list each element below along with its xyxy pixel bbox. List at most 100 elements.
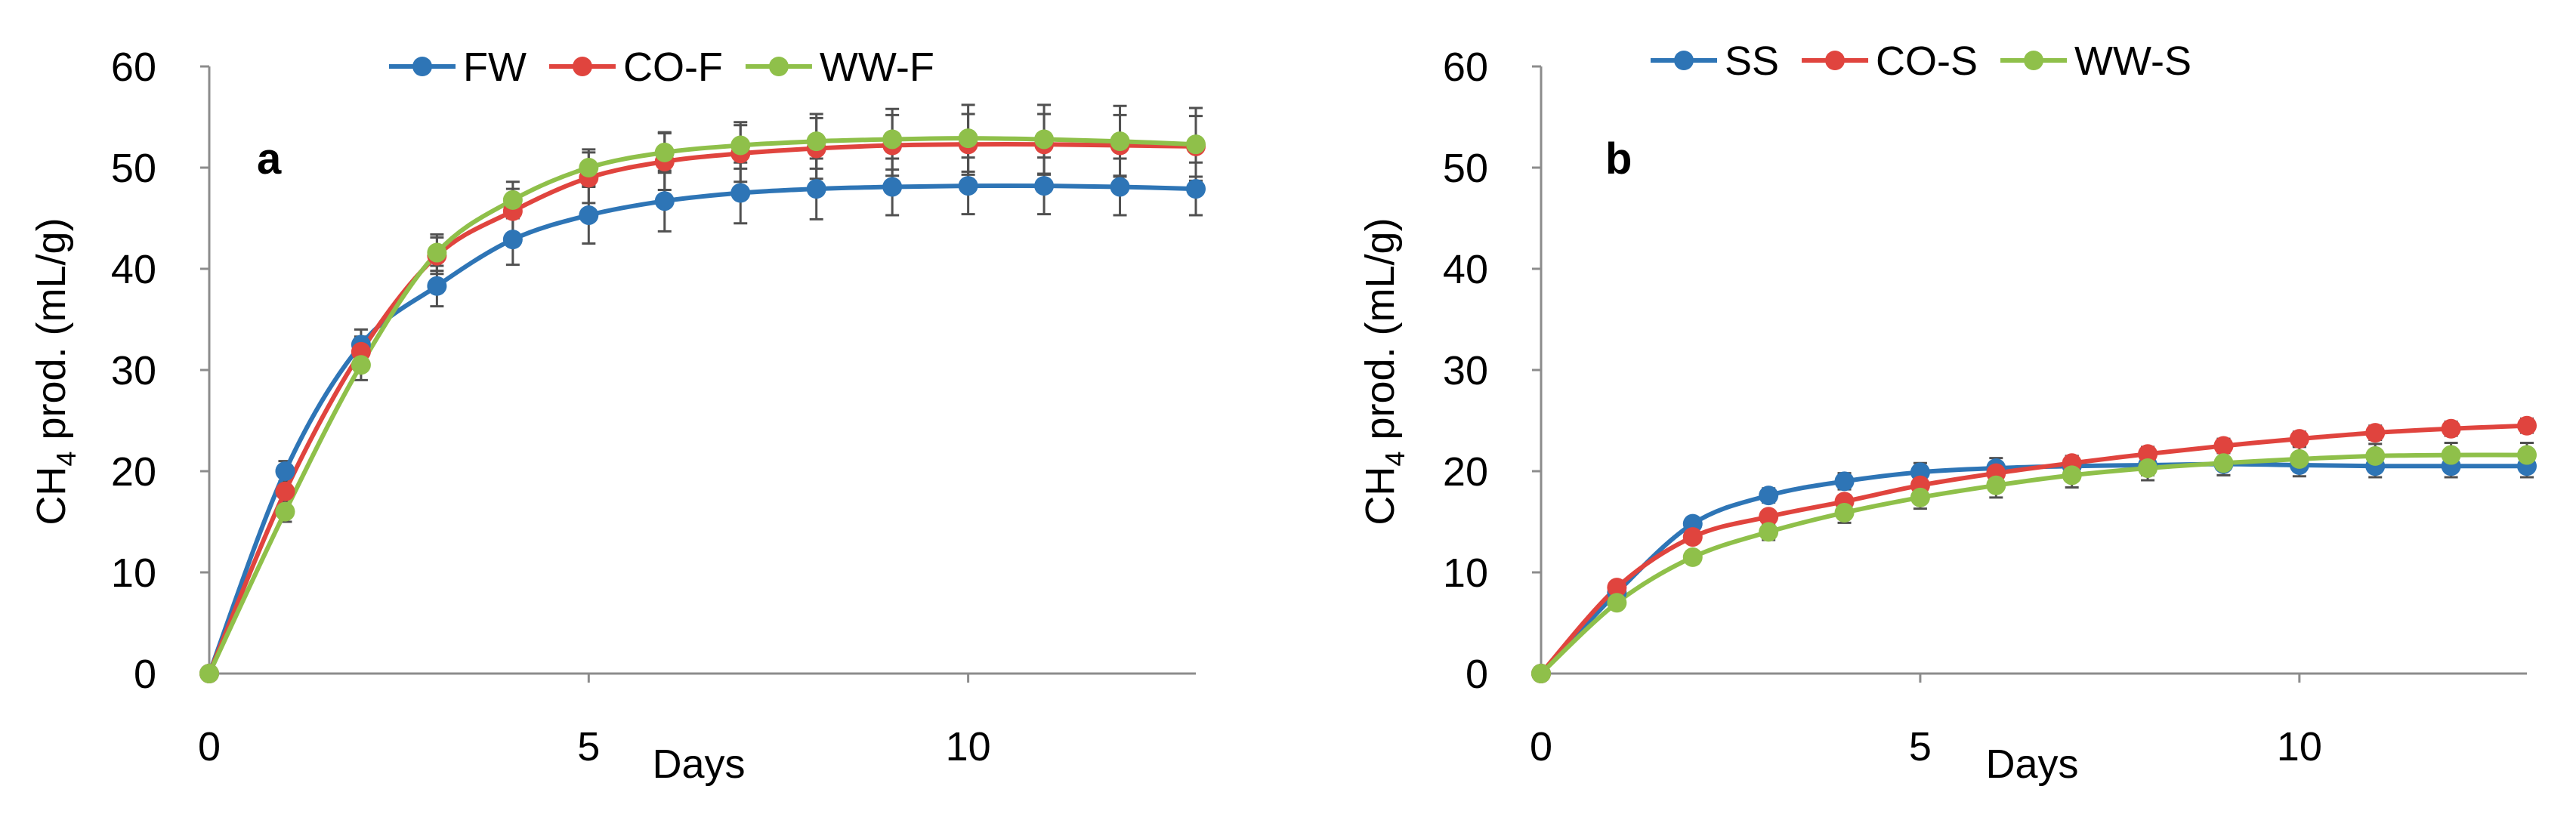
data-point-co-s	[1607, 578, 1627, 598]
legend-label-co-s: CO-S	[1876, 39, 1978, 84]
legend-label-co-f: CO-F	[623, 45, 723, 90]
data-point-ww-s	[2138, 458, 2158, 478]
x-axis-title-a: Days	[652, 742, 745, 787]
y-tick-label-a: 60	[111, 45, 156, 90]
y-tick-label-b: 50	[1443, 146, 1488, 191]
data-point-ww-s	[1986, 475, 2006, 495]
y-tick-label-a: 0	[134, 652, 156, 697]
data-point-fw	[1186, 179, 1206, 199]
series-line-fw	[207, 183, 1197, 675]
error-bars-b	[1610, 417, 2534, 609]
x-tick-label-b: 10	[2277, 724, 2322, 769]
data-point-co-s	[2289, 429, 2309, 449]
series-line-ss	[1539, 461, 2527, 676]
data-point-fw	[806, 179, 826, 199]
data-point-ww-s	[1834, 502, 1855, 523]
y-axis-title-main-a: CH	[29, 467, 74, 526]
y-tick-label-a: 40	[111, 247, 156, 292]
data-point-ww-f	[806, 131, 826, 152]
series-markers-b	[1531, 415, 2537, 683]
tick-labels-b: 0 10 20 30 40 50 60 0 5 10	[1443, 45, 2322, 769]
data-point-ww-s	[1607, 593, 1627, 613]
legend-label-ww-f: WW-F	[820, 45, 934, 90]
data-point-ww-f	[958, 128, 978, 149]
y-tick-label-a: 20	[111, 449, 156, 495]
legend-b: SS CO-S WW-S	[1651, 39, 2191, 84]
y-tick-label-a: 30	[111, 348, 156, 393]
data-point-co-s	[2441, 418, 2461, 439]
data-point-fw	[1034, 176, 1055, 196]
data-point-ww-f	[654, 142, 675, 162]
legend-label-ss: SS	[1725, 39, 1779, 84]
series-line-ww-f	[207, 136, 1197, 675]
legend-marker-co-f	[572, 57, 592, 76]
data-point-co-s	[1759, 507, 1779, 527]
data-point-ww-s	[2289, 449, 2309, 469]
data-point-ww-s	[2062, 465, 2082, 486]
data-point-co-s	[2365, 423, 2386, 443]
x-tick-label-a: 0	[198, 724, 221, 769]
data-point-fw	[427, 276, 447, 296]
data-point-fw	[1110, 177, 1130, 197]
y-tick-label-a: 50	[111, 146, 156, 191]
y-tick-label-b: 10	[1443, 550, 1488, 596]
y-tick-label-b: 30	[1443, 348, 1488, 393]
data-point-fw	[882, 177, 903, 197]
axes-a	[200, 65, 1196, 683]
data-point-ss	[1759, 486, 1779, 506]
y-axis-title-b: CH4 prod. (mL/g)	[1357, 217, 1410, 525]
x-tick-label-b: 5	[1909, 724, 1932, 769]
x-tick-label-b: 0	[1530, 724, 1552, 769]
data-point-ww-s	[1682, 547, 1703, 567]
y-tick-label-b: 40	[1443, 247, 1488, 292]
data-point-fw	[730, 183, 751, 203]
data-point-ww-f	[1110, 131, 1130, 152]
data-point-fw	[654, 191, 675, 211]
panel-letter-b: b	[1605, 134, 1632, 183]
data-point-ww-s	[1759, 522, 1779, 542]
y-tick-label-b: 20	[1443, 449, 1488, 495]
data-point-fw	[958, 176, 978, 196]
data-point-ww-f	[199, 664, 219, 683]
panel-letter-a: a	[257, 134, 282, 183]
series-lines-a	[207, 136, 1197, 675]
data-point-co-s	[1682, 527, 1703, 547]
legend-item-ww-f: WW-F	[745, 45, 934, 90]
data-point-ss	[1834, 471, 1855, 492]
y-axis-title-a: CH4 prod. (mL/g)	[29, 217, 82, 525]
legend-marker-fw	[412, 57, 432, 76]
y-axis-title-sub-b: 4	[1379, 452, 1410, 467]
tick-labels-a: 0 10 20 30 40 50 60 0 5 10	[111, 45, 991, 769]
y-tick-label-a: 10	[111, 550, 156, 596]
data-point-co-s	[2517, 415, 2537, 436]
legend-label-ww-s: WW-S	[2074, 39, 2191, 84]
data-point-ww-f	[275, 501, 295, 522]
x-tick-label-a: 10	[946, 724, 991, 769]
legend-marker-ss	[1674, 51, 1694, 70]
data-point-fw	[502, 230, 523, 250]
data-point-co-f	[275, 481, 295, 501]
series-markers-a	[199, 128, 1206, 683]
legend-marker-ww-f	[768, 57, 789, 76]
y-tick-label-b: 60	[1443, 45, 1488, 90]
x-axis-title-b: Days	[1985, 742, 2078, 787]
y-axis-title-sub-a: 4	[51, 452, 82, 467]
legend-item-co-f: CO-F	[548, 45, 723, 90]
legend-marker-co-s	[1825, 51, 1846, 70]
data-point-co-s	[2213, 436, 2234, 456]
series-line-co-f	[207, 142, 1197, 675]
data-point-ww-f	[1186, 134, 1206, 155]
data-point-ww-s	[1531, 664, 1551, 683]
data-point-ww-s	[2365, 446, 2386, 466]
legend-item-fw: FW	[389, 45, 527, 90]
x-tick-label-a: 5	[577, 724, 600, 769]
y-tick-label-b: 0	[1466, 652, 1488, 697]
data-point-ww-f	[427, 242, 447, 263]
legend-item-ss: SS	[1651, 39, 1779, 84]
data-point-ww-f	[882, 129, 903, 150]
legend-marker-ww-s	[2024, 51, 2044, 70]
legend-a: FW CO-F WW-F	[389, 45, 934, 90]
axes-b	[1532, 65, 2527, 683]
